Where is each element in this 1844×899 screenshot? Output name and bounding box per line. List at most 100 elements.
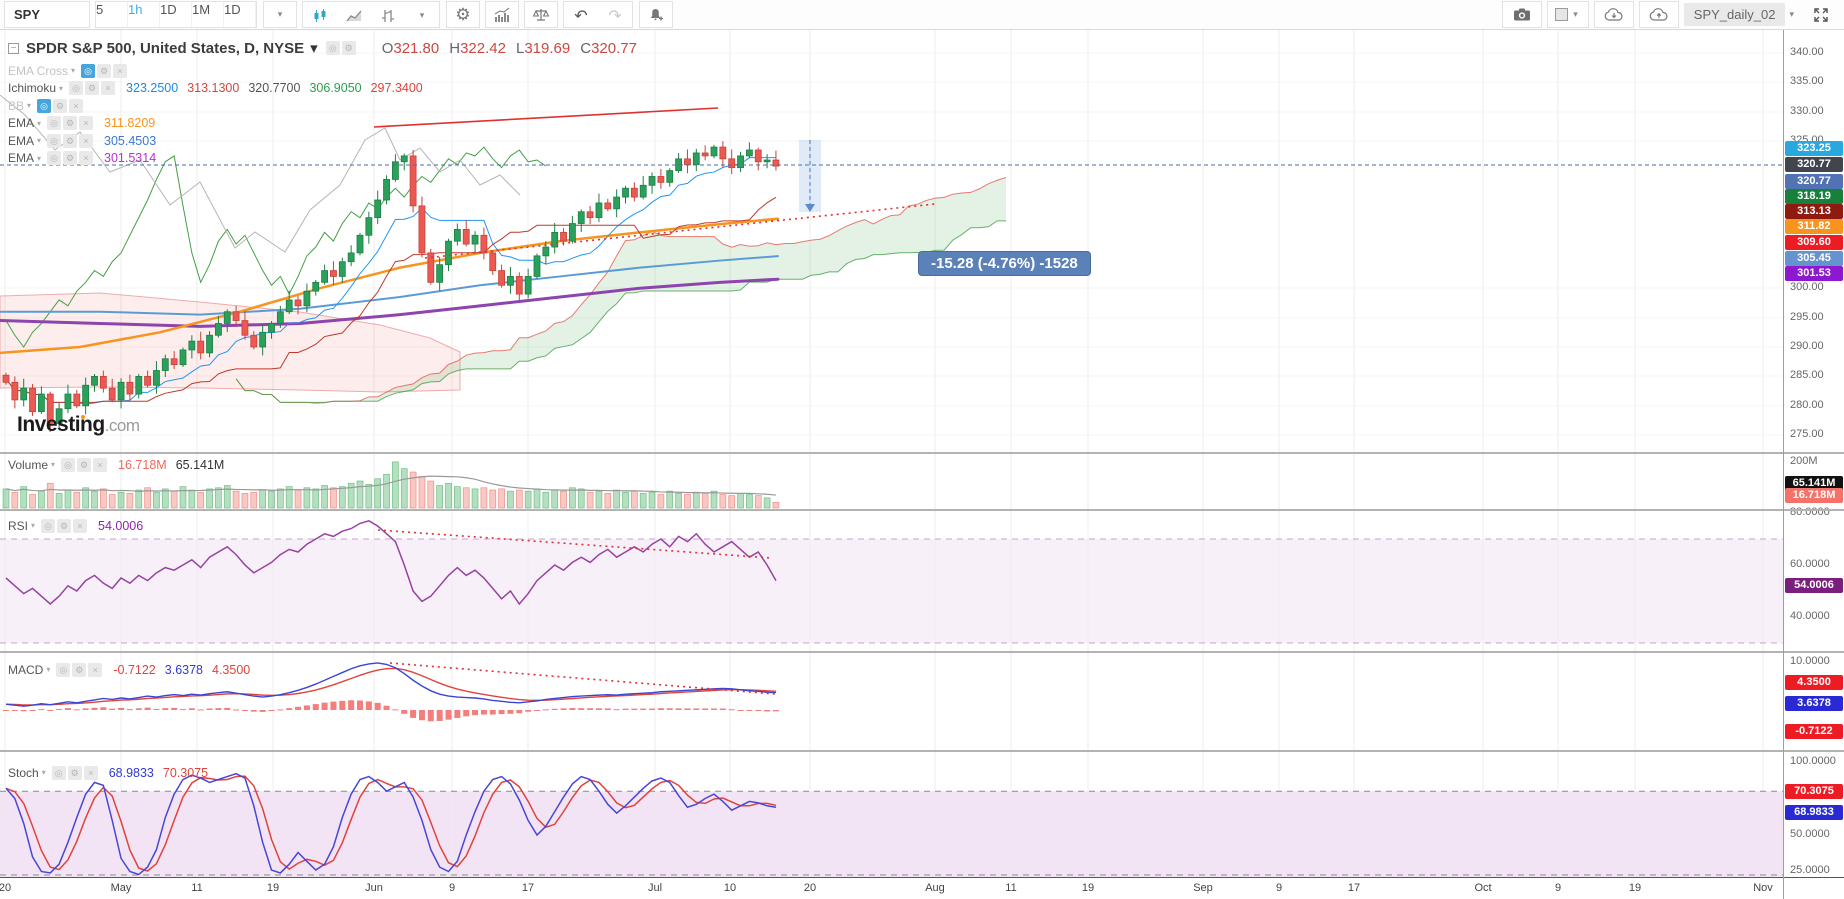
gear-icon[interactable]: ⚙ xyxy=(63,133,78,148)
close-icon[interactable]: × xyxy=(79,116,94,130)
gear-icon[interactable]: ⚙ xyxy=(67,765,82,780)
save-layout-button[interactable] xyxy=(1638,1,1679,28)
chevron-down-icon[interactable]: ▾ xyxy=(310,40,318,57)
eye-icon[interactable]: ◎ xyxy=(325,41,340,55)
chevron-down-icon[interactable]: ▾ xyxy=(37,118,42,128)
chart-area[interactable]: − SPDR S&P 500, United States, D, NYSE ▾… xyxy=(0,30,1844,877)
indicator-name[interactable]: Volume xyxy=(8,457,49,472)
eye-icon[interactable]: ◎ xyxy=(41,518,56,533)
close-icon[interactable]: × xyxy=(101,81,116,95)
eye-icon[interactable]: ◎ xyxy=(56,662,71,677)
gear-icon[interactable]: ⚙ xyxy=(63,116,78,130)
interval-button-1h[interactable]: 1h xyxy=(128,2,160,27)
indicator-value: 297.3400 xyxy=(370,81,423,95)
bell-plus-icon xyxy=(650,8,663,20)
template-name[interactable]: SPY_daily_02 xyxy=(1683,3,1786,26)
indicator-legend-ema: EMA ▾ ◎ ⚙ × 305.4503 xyxy=(8,133,156,148)
load-layout-button[interactable] xyxy=(1593,1,1634,28)
interval-button-1d[interactable]: 1D xyxy=(224,2,256,27)
undo-button[interactable]: ↶ xyxy=(564,2,598,29)
alert-button[interactable] xyxy=(639,1,673,28)
gear-icon[interactable]: ⚙ xyxy=(57,518,72,533)
indicator-name[interactable]: MACD xyxy=(8,662,44,677)
indicator-name[interactable]: EMA xyxy=(8,133,35,148)
fullscreen-button[interactable] xyxy=(1804,1,1838,28)
indicator-name[interactable]: Stoch xyxy=(8,765,39,780)
indicator-name[interactable]: EMA xyxy=(8,116,35,130)
rsi-pane[interactable]: RSI ▾ ◎ ⚙ × 54.0006 xyxy=(0,510,1783,652)
pane-divider[interactable] xyxy=(0,651,1844,653)
price-pane[interactable]: − SPDR S&P 500, United States, D, NYSE ▾… xyxy=(0,30,1783,453)
gear-icon[interactable]: ⚙ xyxy=(77,457,92,472)
gear-icon[interactable]: ⚙ xyxy=(97,63,112,78)
eye-icon[interactable]: ◎ xyxy=(51,765,66,780)
chevron-down-icon[interactable]: ▾ xyxy=(41,768,46,777)
candlestick-chart-button[interactable] xyxy=(303,2,337,29)
interval-button-1d[interactable]: 1D xyxy=(160,2,192,27)
eye-icon[interactable]: ◎ xyxy=(81,63,96,78)
macd-chart-svg xyxy=(3,652,1764,751)
rsi-axis-tick: 60.0000 xyxy=(1790,558,1830,570)
eye-icon[interactable]: ◎ xyxy=(47,116,62,130)
macd-pane[interactable]: MACD ▾ ◎ ⚙ × -0.7122 3.6378 4.3500 xyxy=(0,652,1783,751)
indicator-legend-volume: Volume ▾ ◎ ⚙ × 16.718M 65.141M xyxy=(8,457,224,472)
indicators-button[interactable] xyxy=(485,1,519,28)
volume-pane[interactable]: Volume ▾ ◎ ⚙ × 16.718M 65.141M xyxy=(0,453,1783,510)
collapse-icon[interactable]: − xyxy=(8,42,19,54)
chevron-down-icon[interactable]: ▾ xyxy=(46,665,51,674)
stoch-pane[interactable]: Stoch ▾ ◎ ⚙ × 68.9833 70.3075 xyxy=(0,751,1783,877)
gear-icon[interactable]: ⚙ xyxy=(85,81,100,95)
indicator-name[interactable]: EMA Cross xyxy=(8,63,69,78)
close-icon[interactable]: × xyxy=(69,98,84,113)
template-dropdown[interactable]: ▾ xyxy=(1789,9,1794,19)
chevron-down-icon[interactable]: ▾ xyxy=(51,460,56,469)
interval-button-5[interactable]: 5 xyxy=(96,2,128,27)
settings-button[interactable]: ⚙ xyxy=(446,1,480,28)
indicator-legend-ema-cross: EMA Cross ▾ ◎ ⚙ × xyxy=(8,63,129,78)
eye-icon[interactable]: ◎ xyxy=(47,133,62,148)
layout-selector[interactable]: ▾ xyxy=(1547,1,1589,28)
symbol-input[interactable]: SPY xyxy=(4,1,90,28)
chart-type-dropdown[interactable]: ▾ xyxy=(405,2,439,29)
chevron-down-icon[interactable]: ▾ xyxy=(31,521,36,530)
compare-button[interactable] xyxy=(524,1,558,28)
chevron-down-icon[interactable]: ▾ xyxy=(59,83,64,93)
close-icon[interactable]: × xyxy=(88,662,103,677)
hilo-chart-icon xyxy=(382,9,394,22)
close-icon[interactable]: × xyxy=(73,518,88,533)
indicator-name[interactable]: RSI xyxy=(8,518,29,533)
indicator-name[interactable]: Ichimoku xyxy=(8,81,57,95)
line-chart-button[interactable] xyxy=(337,2,371,29)
eye-icon[interactable]: ◎ xyxy=(61,457,76,472)
chevron-down-icon[interactable]: ▾ xyxy=(27,101,32,110)
axis-separator xyxy=(1783,30,1784,899)
eye-icon[interactable]: ◎ xyxy=(37,98,52,113)
close-icon[interactable]: × xyxy=(79,151,94,165)
close-icon[interactable]: × xyxy=(83,765,98,780)
interval-button-1m[interactable]: 1M xyxy=(192,2,224,27)
screenshot-button[interactable] xyxy=(1502,1,1543,28)
indicator-name[interactable]: BB xyxy=(8,98,25,113)
pane-divider[interactable] xyxy=(0,750,1844,752)
gear-icon[interactable]: ⚙ xyxy=(63,151,78,165)
close-icon[interactable]: × xyxy=(113,63,128,78)
gear-icon[interactable]: ⚙ xyxy=(53,98,68,113)
chevron-down-icon[interactable]: ▾ xyxy=(71,66,76,75)
gear-icon[interactable]: ⚙ xyxy=(341,41,356,55)
chevron-down-icon[interactable]: ▾ xyxy=(37,136,42,145)
redo-button[interactable]: ↷ xyxy=(598,2,632,29)
time-axis[interactable]: 20 May 11 19 Jun 9 17 Jul 10 20 Aug 11 19 Sep 9 17 Oct 9 1… xyxy=(0,877,1844,899)
time-label: Nov xyxy=(1753,882,1773,894)
pane-divider[interactable] xyxy=(0,452,1844,454)
indicator-name[interactable]: EMA xyxy=(8,151,35,165)
pane-divider[interactable] xyxy=(0,509,1844,511)
close-icon[interactable]: × xyxy=(93,457,108,472)
interval-dropdown[interactable]: ▾ xyxy=(263,1,297,28)
close-icon[interactable]: × xyxy=(79,133,94,148)
eye-icon[interactable]: ◎ xyxy=(47,151,62,165)
chevron-down-icon[interactable]: ▾ xyxy=(37,153,42,163)
price-axis-badge: 305.45 xyxy=(1785,251,1843,266)
gear-icon[interactable]: ⚙ xyxy=(72,662,87,677)
eye-icon[interactable]: ◎ xyxy=(69,81,84,95)
hilo-chart-button[interactable] xyxy=(371,2,405,29)
